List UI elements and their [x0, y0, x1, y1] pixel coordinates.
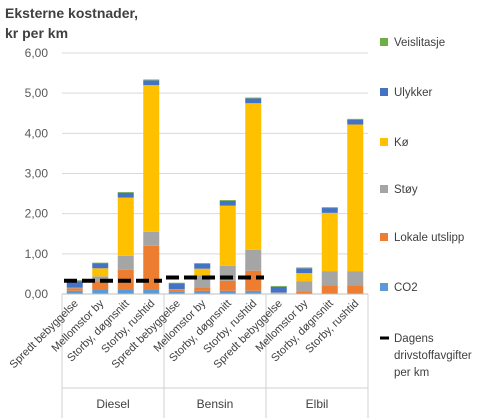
bar-segment-lokale-utslipp: [245, 270, 262, 291]
bar-segment-veislitasje: [194, 263, 211, 264]
bar-segment-st-y: [92, 276, 109, 282]
bar-segment-ulykker: [168, 283, 185, 290]
bar-segment-veislitasje: [321, 207, 338, 209]
legend-label: Kø: [394, 137, 409, 149]
bar-segment-co2: [219, 290, 236, 294]
bar-segment-st-y: [347, 271, 364, 286]
legend-label: CO2: [394, 282, 418, 294]
bar-segment-co2: [194, 290, 211, 294]
bar-segment-st-y: [296, 281, 313, 292]
bar-segment-st-y: [270, 292, 287, 294]
legend-label: drivstoffavgifter: [394, 350, 472, 362]
legend-swatch: [380, 88, 388, 96]
legend-swatch: [380, 283, 388, 291]
bar-segment-lokale-utslipp: [219, 280, 236, 291]
y-tick-label: 2,00: [25, 207, 49, 221]
bar-segment-k-: [347, 124, 364, 272]
bar-segment-lokale-utslipp: [66, 288, 83, 291]
bar-segment-veislitasje: [92, 262, 109, 264]
bar-segment-veislitasje: [270, 285, 287, 287]
bar-segment-lokale-utslipp: [92, 281, 109, 290]
bar-segment-k-: [296, 273, 313, 282]
bar-segment-st-y: [245, 249, 262, 271]
bar-segment-k-: [321, 212, 338, 272]
bar-segment-k-: [117, 197, 134, 256]
y-tick-label: 3,00: [25, 167, 49, 181]
bar-segment-veislitasje: [168, 282, 185, 284]
legend-label: per km: [394, 367, 429, 379]
bar-segment-co2: [92, 289, 109, 294]
y-tick-label: 5,00: [25, 86, 49, 100]
bar-segment-lokale-utslipp: [321, 285, 338, 294]
legend-label: Veislitasje: [394, 37, 445, 49]
bar-segment-co2: [245, 290, 262, 294]
bar-segment-ulykker: [92, 263, 109, 269]
bar-segment-ulykker: [321, 208, 338, 213]
bar-segment-ulykker: [270, 286, 287, 293]
x-group-labels: Diesel Bensin Elbil: [96, 397, 328, 411]
y-tick-label: 6,00: [25, 46, 49, 60]
bar-segment-ulykker: [117, 192, 134, 198]
bar-segment-veislitasje: [117, 191, 134, 193]
bar-segment-veislitasje: [296, 267, 313, 269]
chart-title-line-1: Eksterne kostnader,: [5, 5, 138, 21]
legend-label: Dagens: [394, 333, 434, 345]
bar-segment-co2: [168, 291, 185, 294]
legend-label: Støy: [394, 184, 418, 196]
bar-segment-k-: [245, 103, 262, 250]
bar-segment-veislitasje: [245, 97, 262, 99]
bar-segment-ulykker: [219, 200, 236, 206]
bar-segment-k-: [219, 205, 236, 266]
x-group-label: Diesel: [96, 397, 129, 411]
x-group-label: Bensin: [197, 397, 234, 411]
bar-segment-ulykker: [296, 268, 313, 274]
bar-segment-veislitasje: [347, 118, 364, 120]
legend-swatch: [380, 185, 388, 193]
legend: Veislitasje Ulykker Kø Støy Lokale utslipp CO…: [380, 37, 472, 379]
bar-segment-st-y: [66, 287, 83, 289]
legend-swatch: [380, 233, 388, 241]
bar-segment-lokale-utslipp: [347, 285, 364, 294]
x-group-label: Elbil: [306, 397, 329, 411]
legend-swatch: [380, 38, 388, 46]
y-tick-label: 4,00: [25, 126, 49, 140]
chart-title-line-2: kr per km: [5, 25, 68, 41]
legend-swatch: [380, 138, 388, 146]
bar-segment-ulykker: [66, 281, 83, 288]
bar-segment-k-: [143, 85, 160, 232]
bar-segment-k-: [194, 268, 211, 276]
bar-segment-ulykker: [347, 119, 364, 125]
bar-segment-co2: [117, 289, 134, 294]
bar-segment-ulykker: [194, 263, 211, 269]
bar-segment-co2: [143, 289, 160, 294]
bar-segment-veislitasje: [219, 200, 236, 201]
legend-label: Ulykker: [394, 87, 433, 99]
bar-segment-st-y: [321, 271, 338, 286]
bar-segment-st-y: [117, 255, 134, 270]
y-tick-label: 0,00: [25, 287, 49, 301]
y-tick-label: 1,00: [25, 247, 49, 261]
bar-segment-lokale-utslipp: [168, 289, 185, 292]
legend-label: Lokale utslipp: [394, 232, 464, 244]
bar-segment-k-: [92, 268, 109, 277]
bar-segment-lokale-utslipp: [194, 287, 211, 291]
bar-segment-lokale-utslipp: [296, 291, 313, 294]
bars: [66, 79, 364, 294]
bar-segment-veislitasje: [143, 79, 160, 81]
bar-segment-co2: [66, 290, 83, 294]
bar-segment-st-y: [143, 231, 160, 246]
x-axis: [61, 293, 369, 418]
bar-segment-ulykker: [143, 80, 160, 86]
bar-segment-lokale-utslipp: [143, 245, 160, 290]
bar-segment-ulykker: [245, 98, 262, 104]
gridlines: [62, 52, 368, 255]
y-axis-ticks: 0,00 1,00 2,00 3,00 4,00 5,00 6,00: [25, 46, 49, 301]
fuel-tax-lines: [64, 275, 264, 283]
bar-segment-st-y: [168, 289, 185, 290]
